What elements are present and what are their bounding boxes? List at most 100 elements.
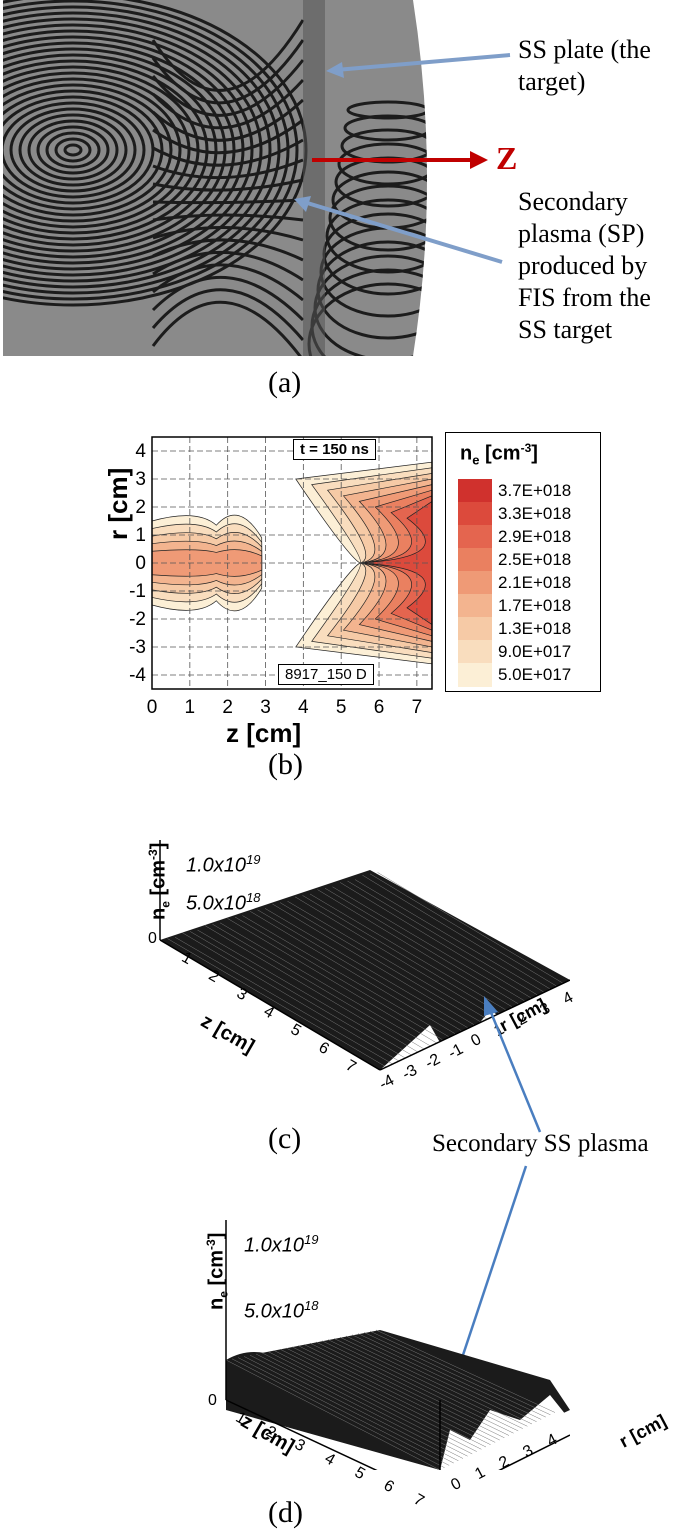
y-tick-label: 1	[135, 525, 146, 546]
d-z-tick-zero: 0	[208, 1392, 217, 1409]
mesh-line	[324, 887, 519, 1005]
mesh-line	[303, 1344, 500, 1441]
legend-value: 5.0E+017	[498, 665, 572, 684]
mesh-line	[327, 1339, 519, 1432]
mesh-line	[234, 916, 444, 1041]
z-direction-arrowhead	[470, 151, 488, 169]
legend-value: 1.3E+018	[498, 619, 572, 638]
mesh-line	[167, 938, 387, 1068]
fringe	[3, 47, 227, 253]
fringe	[3, 95, 155, 205]
fringe	[27, 119, 119, 181]
x-tick-label: 6	[374, 697, 385, 718]
surface-c	[160, 870, 570, 1070]
contour-chart: 0 1 2 3 4 5 6 7 4 3 2 1 0 -1 -2 -3 -4	[129, 436, 433, 718]
panel-b-label: (b)	[268, 748, 303, 781]
legend-value: 3.7E+018	[498, 481, 572, 500]
mesh-line	[287, 900, 488, 1020]
mesh-line	[362, 874, 551, 990]
fringe	[151, 78, 305, 130]
mesh-line	[219, 922, 431, 1047]
mesh-line	[315, 1341, 510, 1436]
fringe	[152, 238, 304, 262]
mesh-line	[272, 903, 475, 1026]
mesh-line	[302, 895, 500, 1014]
surface-plot-c	[159, 840, 570, 1110]
time-label: t = 150 ns	[293, 439, 376, 460]
mesh-line	[375, 1329, 556, 1413]
mesh-line	[227, 918, 437, 1044]
mesh-line	[347, 880, 538, 996]
legend-row: 2.5E+018	[446, 548, 600, 573]
fringe	[36, 125, 110, 175]
legend-value: 2.5E+018	[498, 550, 572, 569]
fringe	[337, 142, 427, 186]
shot-label: 8917_150 D	[278, 664, 374, 685]
fringe	[152, 263, 304, 302]
mesh-line	[332, 886, 526, 1002]
fringe	[3, 23, 263, 277]
d-z-tick-mid: 5.0x1018	[244, 1298, 319, 1323]
fringe	[152, 118, 304, 155]
z-axis-label: Z	[496, 140, 518, 176]
fringe	[9, 107, 137, 193]
mesh-line	[267, 1351, 473, 1455]
y-tick-label: -3	[129, 637, 146, 658]
mesh-line	[279, 1348, 482, 1450]
fringe	[343, 114, 427, 142]
mesh-line	[249, 910, 456, 1035]
target-pointer-arrowhead	[326, 62, 344, 78]
fringe	[63, 143, 83, 157]
c-z-tick-top: 1.0x1019	[186, 852, 261, 877]
x-tick-label: 7	[412, 697, 423, 718]
legend-value: 1.7E+018	[498, 596, 572, 615]
surface-c-cut	[380, 980, 570, 1110]
panel-d-label: (d)	[268, 1496, 303, 1529]
mesh-line	[363, 1332, 546, 1418]
mesh-line	[294, 896, 494, 1017]
fringe	[152, 198, 304, 205]
mesh-line	[189, 931, 406, 1059]
fringe	[152, 138, 304, 167]
panel-a-label: (a)	[268, 366, 302, 399]
mesh-line	[264, 908, 469, 1029]
legend-swatch	[458, 617, 492, 642]
fringe	[3, 17, 272, 283]
x-tick-label: 5	[336, 697, 347, 718]
fringe	[151, 288, 305, 341]
fringe	[152, 251, 304, 282]
fringe	[151, 59, 305, 117]
fringe	[328, 184, 427, 252]
fringe	[152, 178, 304, 192]
mesh-line	[279, 902, 481, 1023]
annotation-plasma: Secondary plasma (SP) produced by FIS fr…	[518, 187, 651, 344]
mesh-line	[357, 1333, 542, 1420]
legend-row: 1.3E+018	[446, 617, 600, 642]
y-tick-label: -1	[129, 581, 146, 602]
fringe	[152, 98, 305, 142]
mesh-line	[339, 882, 532, 999]
mesh-line	[255, 1353, 464, 1459]
x-tick-label: 3	[260, 697, 271, 718]
mesh-line	[351, 1334, 537, 1422]
fringe	[152, 158, 304, 180]
legend-value: 2.1E+018	[498, 573, 572, 592]
fringe	[3, 5, 290, 295]
mesh-line	[237, 1357, 450, 1466]
fringe	[3, 71, 191, 229]
legend-row: 5.0E+017	[446, 663, 600, 688]
mesh-line	[204, 925, 418, 1053]
fringe	[3, 29, 254, 271]
panel-c-label: (c)	[268, 1122, 302, 1155]
mesh-line	[321, 1340, 514, 1434]
fringe	[3, 53, 218, 247]
surface-d-cut	[440, 1395, 570, 1470]
mesh-line	[291, 1346, 491, 1445]
fringe	[3, 89, 164, 211]
fringe	[18, 113, 128, 187]
panel-a-arrows	[294, 53, 511, 264]
plot-frame	[151, 436, 433, 690]
mesh-line	[243, 1356, 454, 1464]
mesh-line	[377, 872, 563, 984]
fringe	[3, 59, 209, 241]
